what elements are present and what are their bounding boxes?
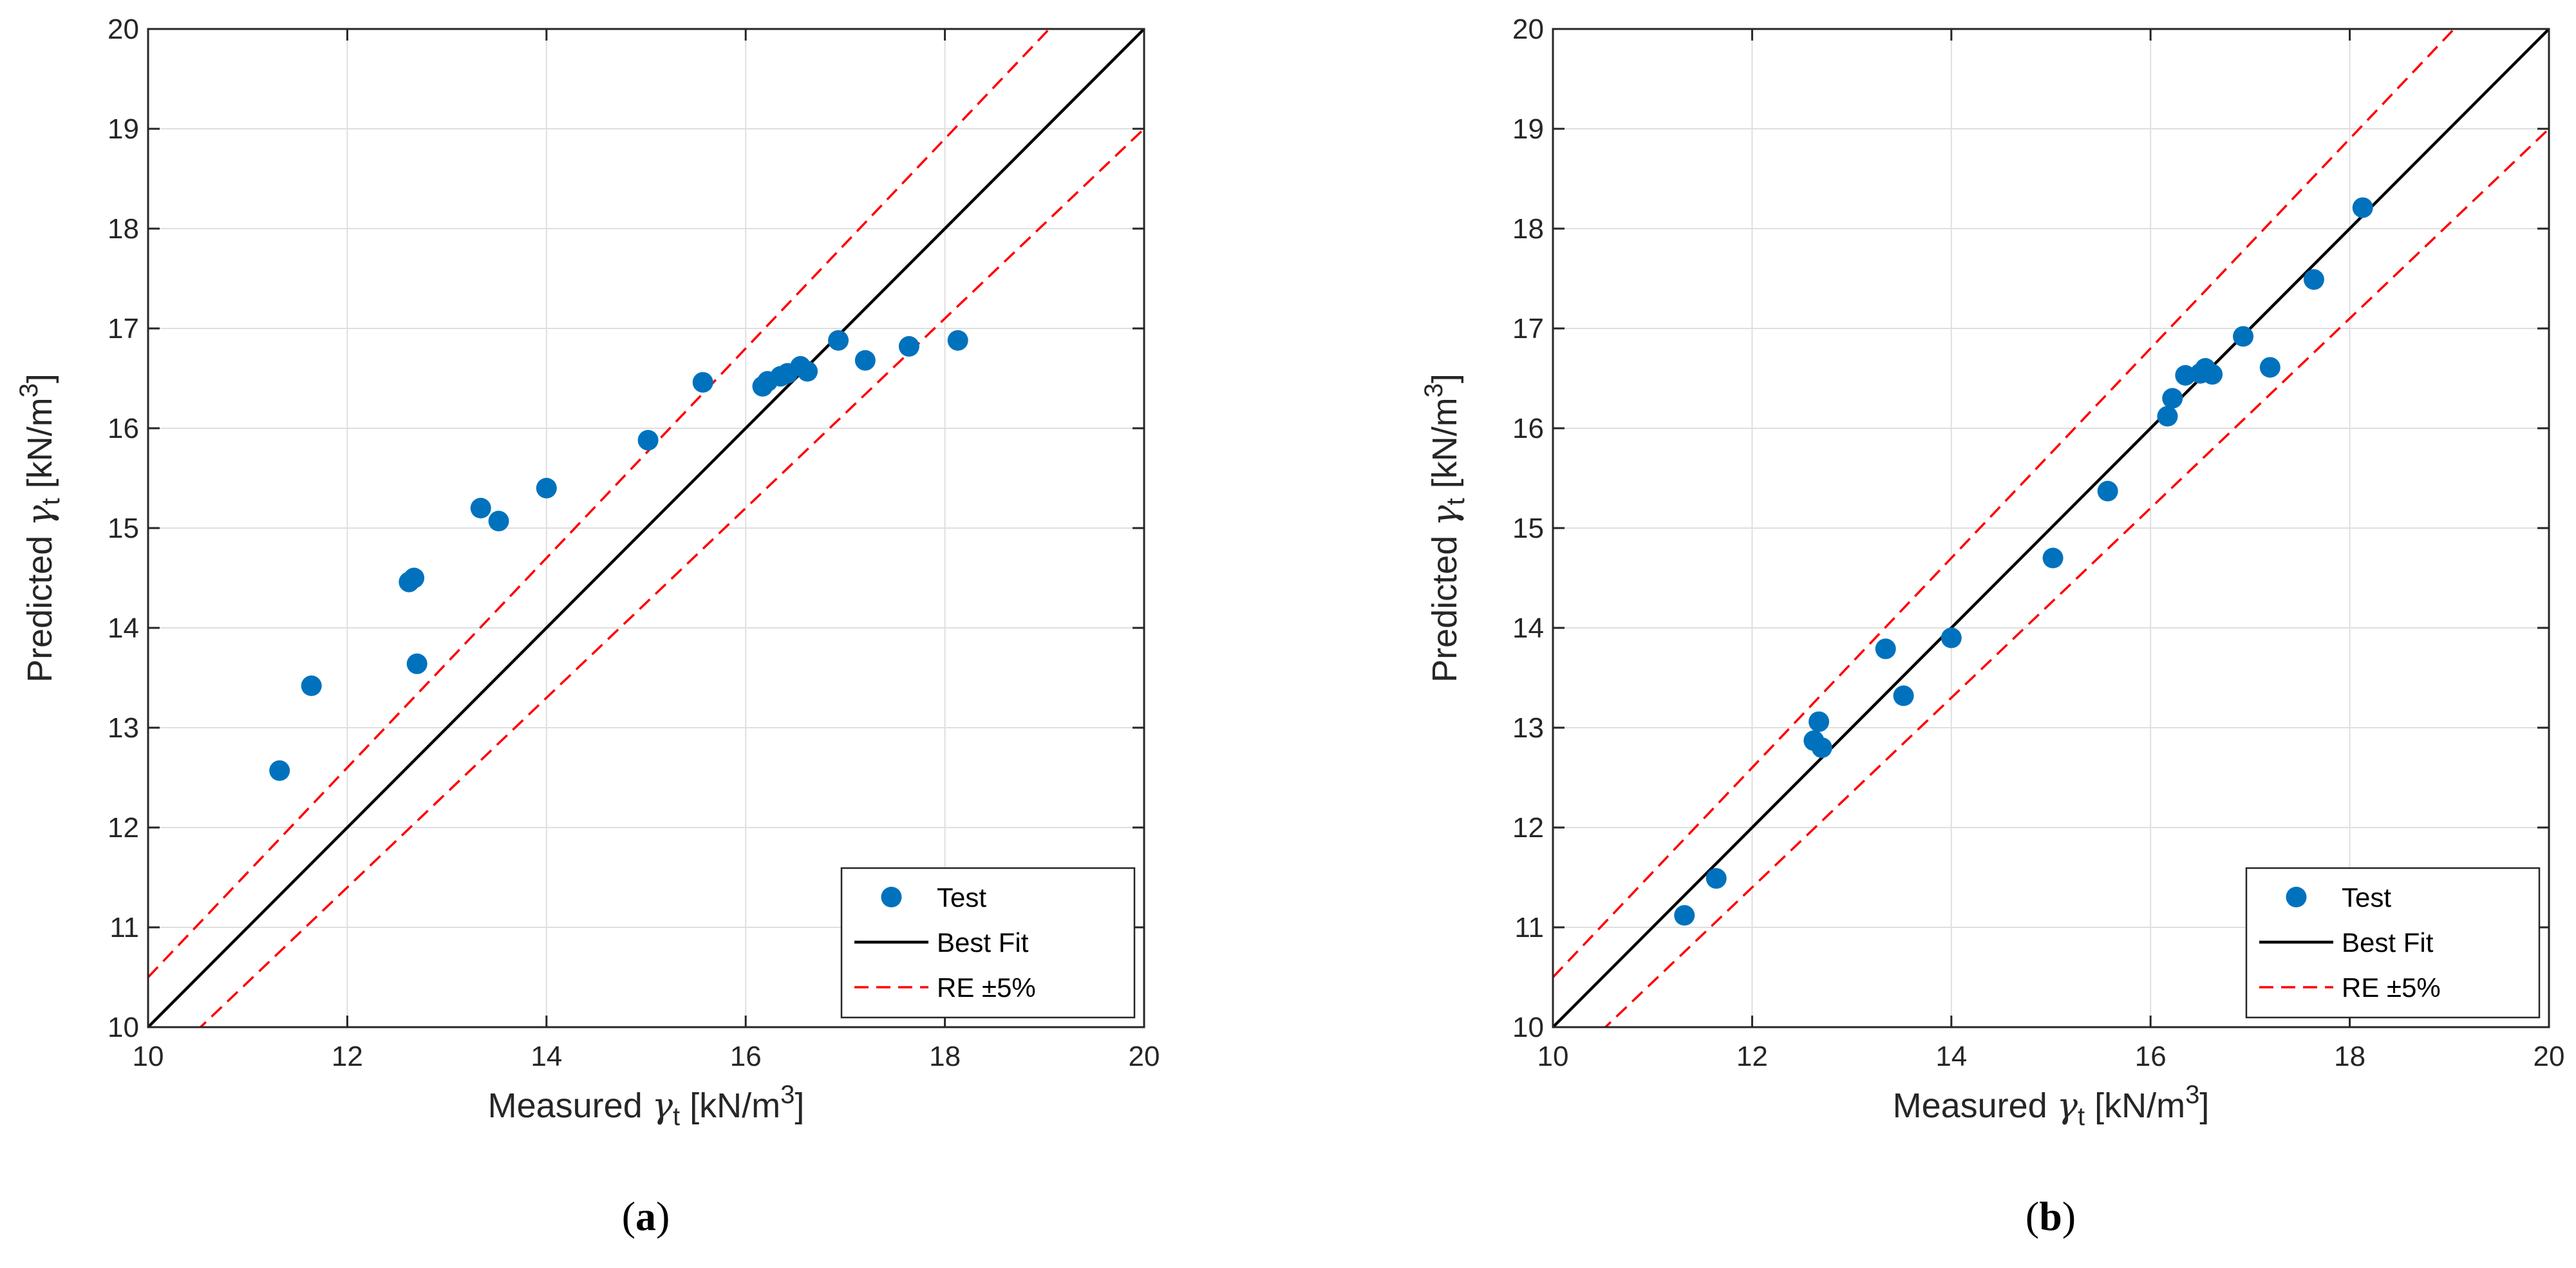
data-point bbox=[2162, 388, 2183, 409]
x-tick-label: 14 bbox=[531, 1041, 562, 1072]
legend-test-marker bbox=[2286, 887, 2307, 907]
scatter-points bbox=[269, 330, 968, 781]
data-point bbox=[1893, 685, 1914, 706]
y-tick-label: 19 bbox=[1512, 113, 1544, 145]
error-band-lower-line bbox=[1603, 128, 2549, 1027]
y-tick-label: 15 bbox=[108, 513, 139, 544]
legend: Test Best Fit RE ±5% bbox=[2245, 867, 2541, 1019]
data-point bbox=[1875, 638, 1896, 659]
data-point bbox=[1706, 868, 1727, 889]
y-tick-label: 11 bbox=[1514, 912, 1544, 943]
data-point bbox=[269, 760, 290, 781]
data-point bbox=[1809, 711, 1830, 732]
y-tick-label: 17 bbox=[108, 313, 139, 345]
data-point bbox=[637, 430, 659, 451]
panel-caption: (a) bbox=[622, 1193, 670, 1239]
y-tick-label: 13 bbox=[1512, 712, 1544, 744]
y-tick-label: 14 bbox=[108, 612, 139, 644]
data-point bbox=[2352, 197, 2373, 218]
plot-lines bbox=[1553, 29, 2549, 1027]
data-point bbox=[301, 675, 322, 696]
data-point bbox=[470, 498, 491, 518]
x-tick-label: 20 bbox=[2534, 1041, 2565, 1072]
data-point bbox=[692, 372, 713, 393]
y-tick-label: 13 bbox=[108, 712, 139, 744]
best-fit-line bbox=[148, 29, 1144, 1027]
data-point bbox=[488, 511, 509, 532]
y-tick-label: 16 bbox=[1512, 413, 1544, 444]
error-band-upper-line bbox=[1553, 29, 2456, 978]
y-tick-label: 20 bbox=[108, 14, 139, 45]
data-point bbox=[2202, 364, 2223, 385]
legend: Test Best Fit RE ±5% bbox=[840, 867, 1136, 1019]
data-point bbox=[854, 350, 876, 371]
x-tick-label: 16 bbox=[2135, 1041, 2167, 1072]
y-tick-label: 15 bbox=[1512, 513, 1544, 544]
x-tick-label: 10 bbox=[133, 1041, 164, 1072]
legend-error-band-label: RE ±5% bbox=[937, 972, 1036, 1003]
data-point bbox=[797, 361, 818, 382]
data-point bbox=[2157, 406, 2178, 427]
chart-panel-a: 10 12 14 16 18 20 10 11 12 13 14 15 16 17 18 19 20 Measur… bbox=[15, 14, 1160, 1239]
y-axis-label: Predicted γt [kN/m3] bbox=[1420, 374, 1470, 683]
x-tick-label: 10 bbox=[1537, 1041, 1569, 1072]
y-tick-label: 16 bbox=[108, 413, 139, 444]
x-tick-label: 14 bbox=[1935, 1041, 1967, 1072]
data-point bbox=[536, 478, 557, 498]
x-tick-label: 12 bbox=[332, 1041, 363, 1072]
scatter-points bbox=[1674, 197, 2373, 926]
x-axis-label: Measured γt [kN/m3] bbox=[488, 1081, 805, 1131]
y-tick-label: 18 bbox=[1512, 213, 1544, 245]
y-tick-label: 20 bbox=[1512, 14, 1544, 45]
data-point bbox=[898, 336, 919, 357]
legend-test-marker bbox=[881, 887, 902, 907]
data-point bbox=[947, 330, 968, 351]
data-point bbox=[2233, 326, 2254, 347]
legend-best-fit-label: Best Fit bbox=[2342, 927, 2434, 958]
data-point bbox=[1674, 905, 1695, 926]
x-tick-label: 20 bbox=[1129, 1041, 1160, 1072]
y-tick-label: 14 bbox=[1512, 612, 1544, 644]
y-tick-label: 19 bbox=[108, 113, 139, 145]
panel-caption: (b) bbox=[2026, 1193, 2076, 1239]
x-tick-label: 16 bbox=[730, 1041, 762, 1072]
data-point bbox=[828, 330, 849, 351]
x-axis-label: Measured γt [kN/m3] bbox=[1893, 1081, 2210, 1131]
chart-panel-b: 10 12 14 16 18 20 10 11 12 13 14 15 16 17 18 19 20 Measur… bbox=[1420, 14, 2565, 1239]
x-tick-label: 18 bbox=[2334, 1041, 2365, 1072]
y-tick-label: 11 bbox=[109, 912, 139, 943]
data-point bbox=[406, 653, 428, 674]
y-tick-label: 18 bbox=[108, 213, 139, 245]
y-tick-label: 10 bbox=[108, 1012, 139, 1043]
plot-lines bbox=[148, 29, 1144, 1027]
legend-test-label: Test bbox=[2342, 882, 2391, 913]
data-point bbox=[2303, 269, 2324, 290]
error-band-lower-line bbox=[198, 128, 1144, 1027]
data-point bbox=[1941, 627, 1962, 648]
x-tick-label: 18 bbox=[929, 1041, 961, 1072]
legend-error-band-label: RE ±5% bbox=[2342, 972, 2441, 1003]
y-tick-label: 17 bbox=[1512, 313, 1544, 345]
x-tick-label: 12 bbox=[1736, 1041, 1768, 1072]
y-tick-label: 12 bbox=[108, 812, 139, 844]
data-point bbox=[2042, 547, 2064, 569]
y-tick-label: 12 bbox=[1512, 812, 1544, 844]
data-point bbox=[1811, 737, 1832, 758]
legend-test-label: Test bbox=[937, 882, 986, 913]
data-point bbox=[2259, 357, 2280, 378]
data-point bbox=[2097, 480, 2118, 502]
error-band-upper-line bbox=[148, 29, 1051, 978]
data-point bbox=[404, 567, 425, 589]
y-axis-label: Predicted γt [kN/m3] bbox=[15, 374, 65, 683]
y-tick-label: 10 bbox=[1512, 1012, 1544, 1043]
legend-best-fit-label: Best Fit bbox=[937, 927, 1029, 958]
best-fit-line bbox=[1553, 29, 2549, 1027]
